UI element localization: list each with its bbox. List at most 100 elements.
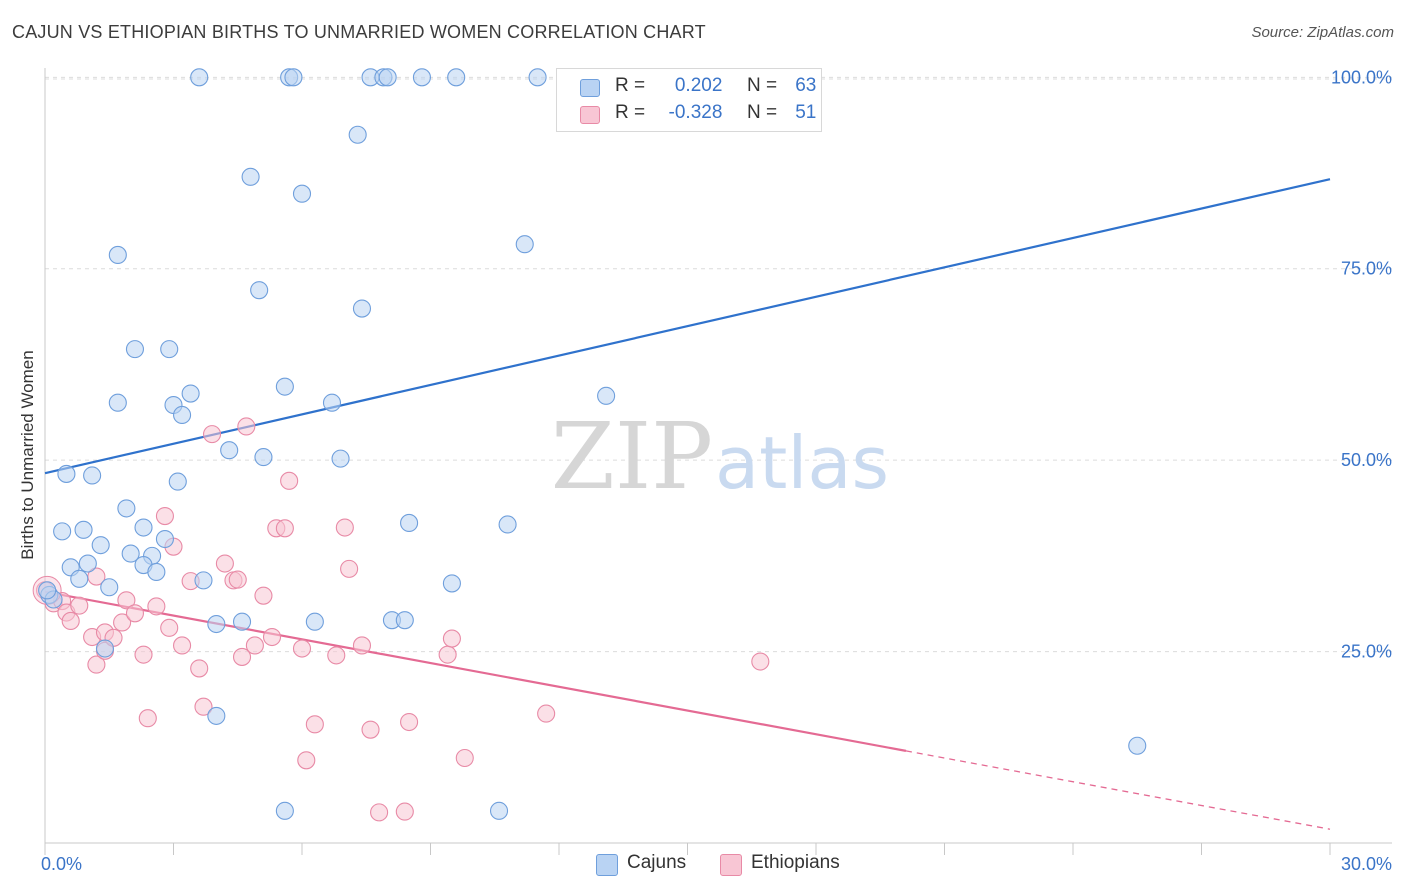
ethiopians-legend-icon: [720, 854, 742, 876]
ethiopian-point: [147, 597, 166, 616]
cajun-point: [250, 281, 269, 300]
cajun-point: [53, 522, 72, 541]
cajun-point: [57, 464, 76, 483]
cajun-point: [597, 386, 616, 405]
cajun-point: [378, 68, 397, 87]
cajun-point: [194, 571, 213, 590]
ethiopian-point: [245, 636, 264, 655]
ethiopian-point: [70, 596, 89, 615]
y-tick-label: 25.0%: [1341, 642, 1392, 662]
cajun-point: [395, 611, 414, 630]
ethiopian-point: [455, 748, 474, 768]
y-tick-label: 75.0%: [1341, 259, 1392, 279]
ethiopian-point: [232, 647, 252, 666]
cajun-point: [220, 441, 239, 460]
ethiopian-point: [400, 712, 419, 732]
cajun-point: [1128, 736, 1147, 755]
ethiopian-point: [194, 697, 213, 716]
cajun-point: [305, 612, 324, 631]
cajun-point: [447, 68, 466, 87]
cajun-r-label: R =: [615, 75, 646, 96]
ethiopian-r-value: -0.328: [668, 102, 723, 123]
cajun-point: [74, 520, 93, 539]
ethiopian-n-label: N =: [746, 102, 778, 123]
y-tick-label: 50.0%: [1341, 450, 1392, 470]
ethiopian-swatch: [580, 106, 600, 124]
ethiopian-point: [237, 417, 256, 436]
trend-lines: [44, 178, 1331, 830]
ethiopian-point: [335, 518, 354, 537]
cajun-point: [173, 405, 192, 425]
cajun-point: [190, 68, 209, 87]
ethiopian-point: [340, 559, 359, 578]
cajun-point: [241, 167, 260, 186]
chart-title: CAJUN VS ETHIOPIAN BIRTHS TO UNMARRIED W…: [12, 22, 706, 42]
cajun-point: [232, 612, 252, 631]
cajun-point: [442, 574, 461, 593]
ethiopian-point: [61, 611, 80, 631]
cajun-point: [125, 340, 144, 359]
cajun-trend-line: [44, 178, 1331, 475]
ethiopian-point: [215, 554, 234, 573]
cajun-point: [254, 448, 273, 467]
cajun-point: [322, 393, 342, 412]
cajun-point: [489, 801, 509, 820]
cajun-point: [155, 529, 174, 549]
ethiopian-trend-line: [44, 590, 907, 752]
cajun-point: [91, 536, 110, 555]
cajun-point: [275, 801, 294, 820]
ethiopian-r-label: R =: [615, 102, 646, 123]
cajun-point: [400, 513, 419, 532]
ethiopian-point: [134, 645, 153, 664]
ethiopian-point: [138, 709, 157, 728]
ethiopian-n-value: 51: [795, 102, 817, 123]
cajun-point: [83, 466, 102, 485]
ethiopian-point: [352, 636, 372, 655]
watermark: ZIP atlas: [551, 403, 889, 510]
cajun-point: [108, 393, 127, 412]
ethiopian-point: [87, 655, 106, 674]
cajun-point: [207, 706, 226, 725]
bottom-legend-ethiopians: Ethiopians: [720, 852, 860, 876]
watermark-atlas: atlas: [715, 421, 889, 505]
ethiopian-point: [292, 639, 312, 658]
cajun-point: [412, 68, 431, 87]
y-axis-label: Births to Unmarried Women: [18, 350, 37, 560]
cajun-n-value: 63: [795, 75, 817, 96]
ethiopian-point: [160, 618, 179, 637]
ethiopian-point: [262, 627, 282, 647]
cajuns-legend-icon: [596, 854, 618, 876]
cajun-n-label: N =: [746, 75, 778, 96]
ethiopian-point: [297, 751, 316, 770]
ethiopian-point: [228, 570, 247, 589]
cajun-point: [168, 472, 187, 491]
cajun-point: [275, 377, 294, 396]
ethiopian-point: [125, 604, 144, 623]
ethiopian-point: [361, 720, 380, 739]
cajun-point: [38, 581, 57, 600]
correlation-legend: R = 0.202 N = 63 R = -0.328 N = 51: [556, 68, 822, 132]
cajun-point: [100, 578, 119, 597]
cajun-point: [147, 562, 166, 581]
bottom-legend-cajuns: Cajuns: [596, 852, 706, 876]
cajun-point: [292, 184, 312, 203]
ethiopians-legend-label: Ethiopians: [751, 852, 840, 873]
x-tick-label-max: 30.0%: [1341, 854, 1392, 874]
ethiopian-point: [280, 471, 299, 490]
axes: [44, 68, 1392, 855]
cajun-point: [515, 235, 534, 254]
ethiopian-points: [32, 417, 770, 822]
ethiopian-point: [537, 704, 556, 723]
cajun-point: [498, 515, 517, 534]
gridlines: [45, 76, 1392, 653]
ethiopian-point: [173, 636, 192, 655]
cajun-point: [70, 569, 89, 588]
cajun-swatch: [580, 79, 600, 97]
cajuns-legend-label: Cajuns: [627, 852, 687, 873]
cajun-point: [95, 639, 115, 658]
cajun-point: [352, 299, 372, 318]
cajun-point: [348, 125, 367, 144]
cajun-point: [78, 554, 97, 573]
source-label: Source: ZipAtlas.com: [1251, 24, 1394, 41]
